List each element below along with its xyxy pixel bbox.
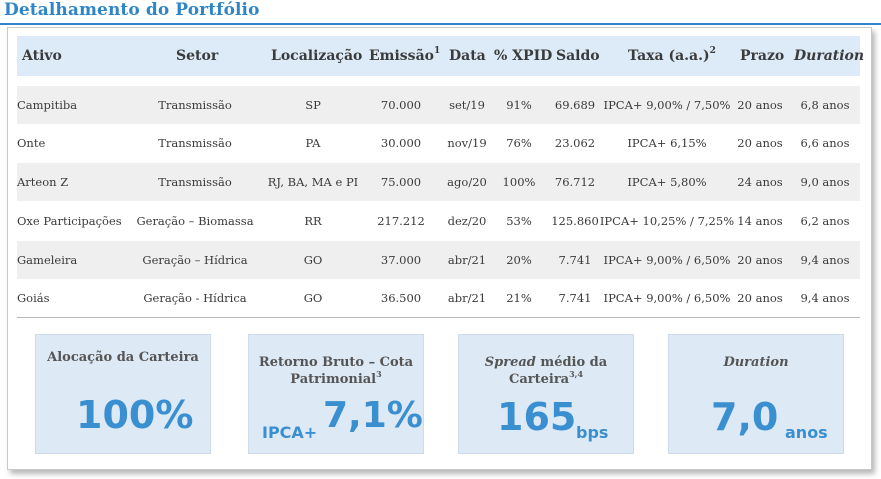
cell-localizacao: RR (304, 214, 322, 228)
cell-ativo: Oxe Participações (17, 214, 122, 228)
table-bottom-rule (17, 317, 860, 318)
cell-localizacao: GO (303, 291, 323, 305)
cell-emissao: 37.000 (380, 253, 422, 267)
card-retorno: Retorno Bruto – Cota Patrimonial3 IPCA+ … (248, 334, 424, 454)
table-header (17, 36, 860, 76)
cell-taxa: IPCA+ 9,00% / 7,50% (603, 98, 731, 112)
header-ativo: Ativo (22, 48, 62, 64)
cell-emissao: 30.000 (380, 136, 422, 150)
card-alocacao-label: Alocação da Carteira (47, 350, 199, 365)
cell-prazo: 20 anos (737, 136, 783, 150)
cell-prazo: 24 anos (737, 175, 783, 189)
cell-localizacao: PA (305, 136, 321, 150)
cell-saldo: 7.741 (558, 291, 592, 305)
card-alocacao-value: 100% (76, 393, 194, 437)
cell-taxa: IPCA+ 9,00% / 6,50% (603, 291, 731, 305)
cell-duration: 6,2 anos (800, 214, 850, 228)
card-duration-unit: anos (785, 423, 828, 442)
cell-data: abr/21 (447, 291, 487, 305)
cell-taxa: IPCA+ 6,15% (627, 136, 707, 150)
card-retorno-label-line2: Patrimonial3 (290, 369, 382, 387)
cell-emissao: 75.000 (380, 175, 422, 189)
cell-saldo: 23.062 (554, 136, 596, 150)
card-retorno-label-line1: Retorno Bruto – Cota (258, 355, 414, 370)
cell-setor: Transmissão (158, 175, 232, 189)
header-duration: Duration (794, 48, 865, 64)
header-setor: Setor (176, 48, 219, 64)
cell-ativo: Onte (17, 136, 46, 150)
table-row: Gameleira Geração – Hídrica GO 37.000 abr/21… (17, 241, 860, 279)
title-underline (0, 23, 881, 25)
header-saldo: Saldo (556, 48, 600, 64)
cell-prazo: 20 anos (737, 98, 783, 112)
cell-data: nov/19 (447, 136, 487, 150)
cell-setor: Transmissão (158, 98, 232, 112)
cell-xpid: 100% (502, 175, 536, 189)
cell-prazo: 20 anos (737, 291, 783, 305)
cell-emissao: 36.500 (380, 291, 422, 305)
card-spread-value: 165 (497, 395, 577, 439)
cell-ativo: Campitiba (17, 98, 78, 112)
card-retorno-prefix: IPCA+ (262, 423, 318, 442)
table-row: Onte Transmissão PA 30.000 nov/19 76% 23.062 IP… (17, 124, 860, 162)
cell-ativo: Goiás (17, 291, 50, 305)
header-prazo: Prazo (740, 48, 785, 64)
card-spread-label-line1: Spread médio da (484, 355, 608, 370)
cell-ativo: Arteon Z (17, 175, 69, 189)
header-xpid: % XPID (494, 48, 553, 64)
cell-taxa: IPCA+ 9,00% / 6,50% (603, 253, 731, 267)
cell-localizacao: GO (303, 253, 323, 267)
cell-data: set/19 (449, 98, 485, 112)
cell-data: ago/20 (447, 175, 487, 189)
card-spread: Spread médio da Carteira3,4 165 bps (458, 334, 634, 454)
cell-data: dez/20 (447, 214, 487, 228)
cell-prazo: 14 anos (737, 214, 783, 228)
cell-duration: 9,0 anos (800, 175, 850, 189)
table-row: Arteon Z Transmissão RJ, BA, MA e PI 75.000… (17, 163, 860, 201)
cell-xpid: 91% (506, 98, 532, 112)
card-duration-label: Duration (723, 355, 789, 370)
cell-ativo: Gameleira (17, 253, 78, 267)
cell-localizacao: SP (305, 98, 321, 112)
cell-setor: Geração - Hídrica (143, 291, 247, 305)
card-spread-label-line2: Carteira3,4 (508, 369, 584, 387)
header-localizacao: Localização (271, 48, 363, 64)
cell-duration: 6,6 anos (800, 136, 850, 150)
cell-taxa: IPCA+ 10,25% / 7,25% (599, 214, 735, 228)
cell-data: abr/21 (447, 253, 487, 267)
page-title: Detalhamento do Portfólio (4, 0, 260, 20)
card-duration: Duration 7,0 anos (668, 334, 844, 454)
cell-prazo: 20 anos (737, 253, 783, 267)
table-row: Goiás Geração - Hídrica GO 36.500 abr/21 21% 7… (17, 279, 860, 317)
cell-xpid: 76% (506, 136, 532, 150)
cell-duration: 9,4 anos (800, 253, 850, 267)
card-duration-value: 7,0 (711, 395, 779, 439)
cell-setor: Transmissão (158, 136, 232, 150)
cell-duration: 9,4 anos (800, 291, 850, 305)
table-row: Oxe Participações Geração – Biomassa RR 217… (17, 202, 860, 240)
cell-setor: Geração – Hídrica (142, 253, 248, 267)
header-data: Data (449, 48, 486, 64)
card-spread-unit: bps (576, 423, 609, 442)
cell-emissao: 217.212 (377, 214, 425, 228)
cell-xpid: 21% (506, 291, 532, 305)
cell-xpid: 53% (506, 214, 532, 228)
cell-saldo: 76.712 (554, 175, 596, 189)
card-retorno-value: 7,1% (323, 395, 423, 436)
cell-taxa: IPCA+ 5,80% (627, 175, 707, 189)
cell-duration: 6,8 anos (800, 98, 850, 112)
table-row: Campitiba Transmissão SP 70.000 set/19 91% 69.… (17, 86, 860, 124)
cell-xpid: 20% (506, 253, 532, 267)
cell-saldo: 125.860 (551, 214, 599, 228)
card-alocacao: Alocação da Carteira 100% (35, 334, 211, 454)
cell-emissao: 70.000 (380, 98, 422, 112)
header-taxa: Taxa (a.a.)2 (628, 46, 716, 65)
cell-saldo: 7.741 (558, 253, 592, 267)
cell-setor: Geração – Biomassa (136, 214, 254, 228)
header-emissao: Emissão1 (369, 46, 441, 65)
cell-localizacao: RJ, BA, MA e PI (267, 175, 359, 189)
cell-saldo: 69.689 (554, 98, 596, 112)
